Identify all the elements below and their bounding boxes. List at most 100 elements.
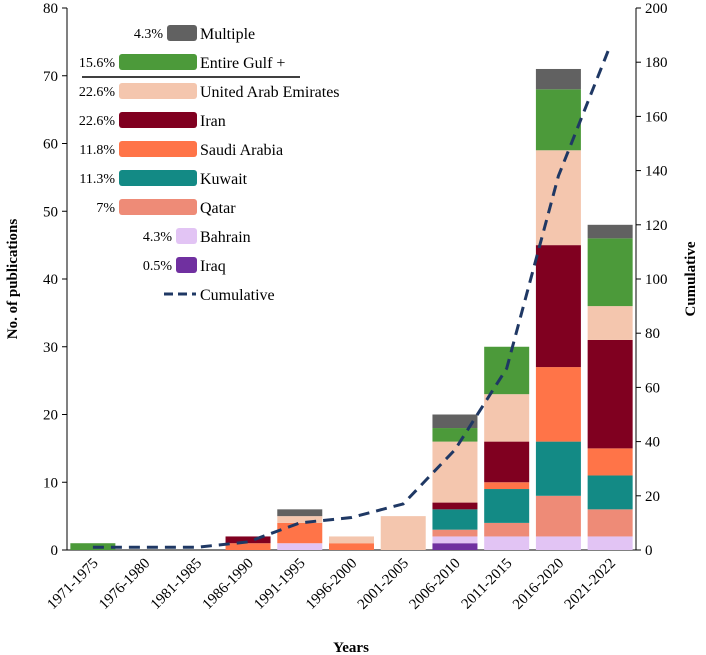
y-tick-label: 50: [43, 204, 58, 220]
y-tick-label: 70: [43, 69, 58, 85]
y2-tick-label: 200: [645, 1, 668, 17]
bar-segment-multiple: [535, 68, 581, 90]
bar-segment-kuwait: [587, 475, 633, 510]
bar-segment-iran: [535, 245, 581, 368]
bar-segment-iran: [484, 441, 530, 483]
legend-item-kuwait: 11.3% Kuwait: [79, 170, 248, 188]
x-tick-label: 2006-2010: [407, 556, 464, 613]
legend-item-iran: 22.6% Iran: [79, 112, 226, 130]
x-tick-label: 1996-2000: [303, 556, 360, 613]
right-axis-ticks: 0 20 40 60 80 100 120 140 160 180 200: [636, 1, 668, 559]
legend-swatch: [119, 170, 197, 186]
y-tick-label: 40: [43, 272, 58, 288]
y-tick-label: 60: [43, 137, 58, 153]
legend-label: Cumulative: [200, 287, 275, 304]
legend-label: Bahrain: [200, 229, 251, 246]
x-tick-label: 1981-1985: [148, 556, 205, 613]
bar-segment-united-arab-emirates: [329, 536, 374, 544]
x-tick-label: 1986-1990: [200, 556, 257, 613]
bar-segment-saudi-arabia: [535, 367, 581, 442]
legend-label: Multiple: [200, 26, 255, 43]
bar-segment-saudi-arabia: [329, 543, 374, 550]
bar-segment-entire-gulf: [70, 543, 116, 550]
legend-percent: 15.6%: [79, 56, 116, 71]
legend-item-qatar: 7% Qatar: [96, 199, 236, 217]
bar-segment-iraq: [432, 543, 478, 550]
bar-segment-saudi-arabia: [225, 543, 271, 550]
bar-segment-kuwait: [535, 441, 581, 496]
legend-label: Iran: [200, 113, 226, 130]
bar-segment-qatar: [484, 522, 530, 537]
bar-segment-united-arab-emirates: [587, 306, 633, 340]
y-tick-label: 80: [43, 1, 58, 17]
x-tick-label: 1976-1980: [96, 556, 153, 613]
legend-percent: 22.6%: [79, 85, 116, 100]
bar-segment-iran: [432, 502, 478, 510]
bar-segment-united-arab-emirates: [535, 150, 581, 246]
y-tick-label: 0: [51, 543, 59, 559]
legend-label: Saudi Arabia: [200, 142, 283, 159]
legend-item-iraq: 0.5% Iraq: [143, 257, 226, 275]
bar-segment-qatar: [587, 509, 633, 537]
y-axis-title: No. of publications: [5, 219, 21, 340]
cumulative-line: [92, 45, 612, 549]
legend-percent: 22.6%: [79, 114, 116, 129]
y2-tick-label: 80: [645, 326, 660, 342]
x-tick-label: 1991-1995: [251, 556, 308, 613]
y2-tick-label: 180: [645, 55, 668, 71]
legend: 4.3% Multiple 15.6% Entire Gulf + 22.6% Unite…: [79, 25, 340, 304]
bar-segment-saudi-arabia: [484, 482, 530, 490]
legend-swatch: [176, 257, 197, 273]
bar-segment-entire-gulf: [432, 428, 478, 442]
legend-item-bahrain: 4.3% Bahrain: [143, 228, 251, 246]
bar-segment-qatar: [535, 495, 581, 537]
legend-swatch: [119, 141, 197, 157]
bar-segment-qatar: [432, 529, 478, 537]
y2-tick-label: 120: [645, 218, 668, 234]
legend-swatch: [119, 83, 197, 99]
bar-segment-iran: [225, 536, 271, 544]
x-tick-label: 2016-2020: [510, 556, 567, 613]
x-tick-label: 2011-2015: [459, 556, 516, 613]
y2-tick-label: 60: [645, 380, 660, 396]
bar-segment-united-arab-emirates: [484, 394, 530, 442]
bar-segment-entire-gulf: [535, 89, 581, 151]
bar-segment-iran: [587, 339, 633, 449]
legend-label: Qatar: [200, 200, 236, 217]
y-tick-label: 20: [43, 408, 58, 424]
x-tick-labels: 1971-19751976-19801981-19851986-19901991…: [44, 556, 619, 613]
legend-item-saudi-arabia: 11.8% Saudi Arabia: [79, 141, 283, 159]
bar-segment-bahrain: [432, 536, 478, 544]
bar-segment-multiple: [587, 224, 633, 239]
bar-segment-entire-gulf: [484, 346, 530, 395]
y2-tick-label: 100: [645, 272, 668, 288]
legend-swatch: [176, 228, 197, 244]
legend-swatch: [119, 112, 197, 128]
x-axis-title: Years: [333, 640, 369, 655]
y-tick-label: 30: [43, 340, 58, 356]
bar-segment-saudi-arabia: [277, 522, 323, 544]
bar-segment-united-arab-emirates: [432, 441, 478, 503]
legend-label: Iraq: [200, 258, 226, 275]
legend-swatch: [119, 54, 197, 70]
legend-item-multiple: 4.3% Multiple: [134, 25, 255, 43]
bar-segment-kuwait: [432, 509, 478, 530]
legend-swatch: [167, 25, 197, 41]
y2-tick-label: 20: [645, 489, 660, 505]
y2-axis-title: Cumulative: [683, 241, 699, 316]
left-axis-ticks: 0 10 20 30 40 50 60 70 80: [43, 1, 67, 559]
x-tick-label: 2001-2005: [355, 556, 412, 613]
legend-label: Kuwait: [200, 171, 248, 188]
legend-percent: 7%: [96, 201, 115, 216]
y2-tick-label: 160: [645, 109, 668, 125]
bar-segment-saudi-arabia: [587, 448, 633, 476]
bar-segment-entire-gulf: [587, 238, 633, 307]
stacked-bars: [70, 68, 633, 550]
legend-percent: 4.3%: [134, 27, 164, 42]
legend-item-cumulative: Cumulative: [164, 287, 275, 304]
y-tick-label: 10: [43, 475, 58, 491]
bar-segment-bahrain: [535, 536, 581, 550]
bar-segment-united-arab-emirates: [277, 516, 323, 523]
y2-tick-label: 140: [645, 164, 668, 180]
bar-segment-bahrain: [484, 536, 530, 550]
